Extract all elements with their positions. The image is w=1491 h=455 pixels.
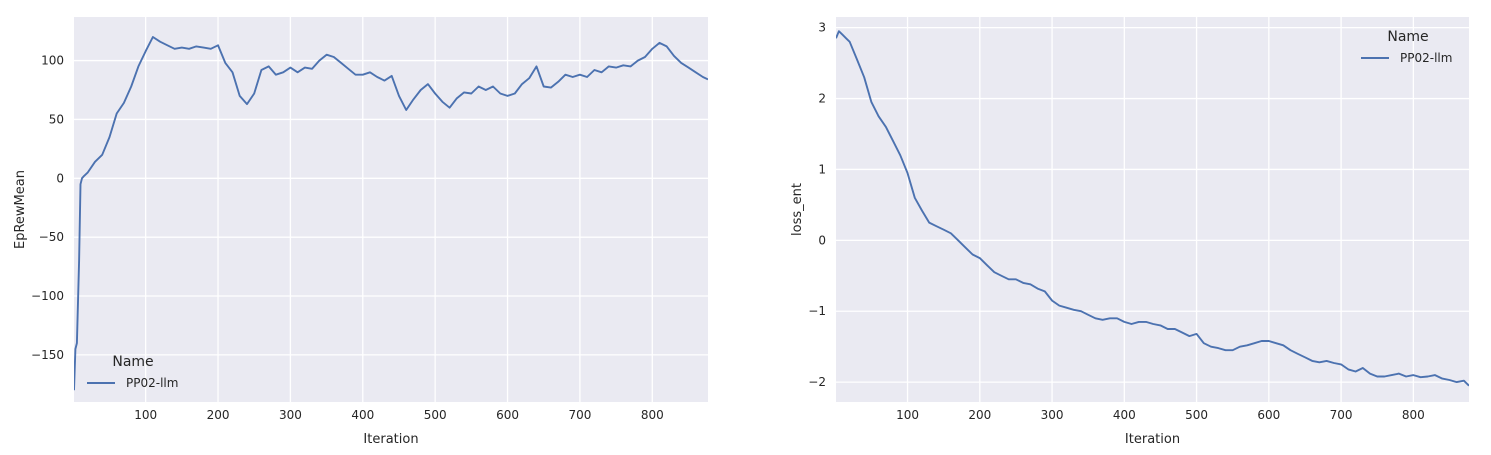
y-axis-label: loss_ent [790, 183, 805, 236]
y-tick-label: 0 [56, 171, 64, 185]
x-tick-label: 200 [207, 408, 230, 422]
plot-background [836, 17, 1469, 402]
x-tick-label: 800 [1402, 408, 1425, 422]
series-line-PP02-llm [74, 36, 708, 391]
x-tick-label: 300 [279, 408, 302, 422]
legend-title: Name [1387, 29, 1428, 45]
chart-left: 100 200 300 400 500 600 700 800 −150 −100 −50 0 50 10… [13, 17, 708, 447]
x-tick-label: 700 [1330, 408, 1353, 422]
x-axis-label: Iteration [363, 432, 418, 447]
legend: Name PP02-llm [87, 354, 178, 390]
x-tick-label: 400 [1113, 408, 1136, 422]
x-tick-label: 100 [896, 408, 919, 422]
x-tick-label: 300 [1041, 408, 1064, 422]
x-tick-label: 600 [1257, 408, 1280, 422]
y-tick-label: 0 [818, 233, 826, 247]
plot-background [74, 17, 708, 402]
x-tick-label: 600 [496, 408, 519, 422]
x-tick-label: 100 [134, 408, 157, 422]
y-tick-label: 100 [41, 54, 64, 68]
x-tick-label: 200 [968, 408, 991, 422]
y-tick-label: −1 [808, 304, 826, 318]
legend-title: Name [112, 354, 153, 370]
x-tick-label: 700 [568, 408, 591, 422]
x-tick-label: 400 [351, 408, 374, 422]
y-tick-label: 50 [49, 112, 64, 126]
x-tick-label: 500 [1185, 408, 1208, 422]
y-tick-label: −50 [39, 230, 64, 244]
x-tick-label: 500 [424, 408, 447, 422]
legend-entry-label: PP02-llm [126, 376, 178, 390]
y-tick-label: −150 [31, 348, 64, 362]
y-tick-label: 2 [818, 92, 826, 106]
x-axis-label: Iteration [1125, 432, 1180, 447]
y-tick-label: 3 [818, 21, 826, 35]
y-axis-label: EpRewMean [13, 170, 28, 249]
y-tick-label: −100 [31, 289, 64, 303]
series-line-PP02-llm [836, 30, 1469, 387]
legend: Name PP02-llm [1361, 29, 1452, 65]
chart-right: 100 200 300 400 500 600 700 800 −2 −1 0 1 2 3 Iteratio… [790, 17, 1469, 447]
y-tick-label: 1 [818, 162, 826, 176]
x-tick-label: 800 [641, 408, 664, 422]
y-tick-label: −2 [808, 375, 826, 389]
legend-entry-label: PP02-llm [1400, 51, 1452, 65]
